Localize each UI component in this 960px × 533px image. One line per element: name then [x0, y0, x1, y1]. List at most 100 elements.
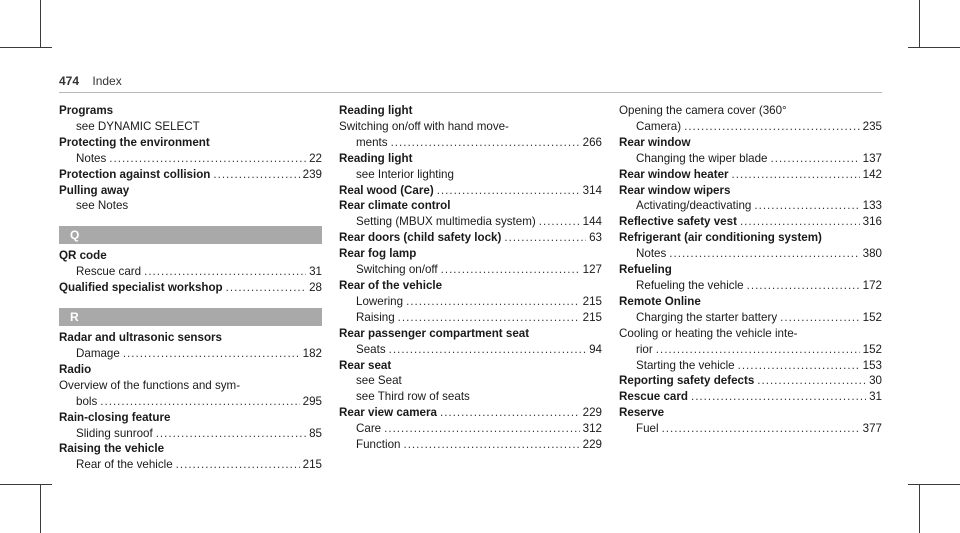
entry-text: Lowering — [356, 294, 404, 308]
page-ref[interactable]: 152 — [862, 342, 882, 356]
page-ref[interactable]: 316 — [862, 215, 882, 229]
entry-text: Reporting safety defects — [619, 374, 755, 388]
entry-text: Sliding sunroof — [76, 426, 153, 440]
index-entry: Programs see DYNAMIC SELECT — [59, 103, 322, 135]
index-heading: Rear passenger compartment seat — [339, 326, 602, 342]
page-ref[interactable]: 28 — [309, 281, 322, 295]
page-ref[interactable]: 314 — [582, 183, 602, 197]
page-ref[interactable]: 380 — [862, 247, 882, 261]
crop-mark — [919, 0, 920, 48]
index-subentry[interactable]: Setting (MBUX multimedia system) 144 — [339, 214, 602, 230]
page-ref[interactable]: 312 — [582, 422, 602, 436]
index-entry: Reading light see Interior lighting — [339, 151, 602, 183]
entry-text: Rear doors (child safety lock) — [339, 231, 502, 245]
page-ref[interactable]: 142 — [862, 167, 882, 181]
entry-text: Damage — [76, 346, 120, 360]
index-subentry[interactable]: Starting the vehicle 153 — [619, 358, 882, 374]
index-subentry[interactable]: Camera) 235 — [619, 119, 882, 135]
entry-text: Notes — [76, 151, 107, 165]
page-ref[interactable]: 295 — [302, 394, 322, 408]
dot-leader — [757, 373, 866, 389]
page-ref[interactable]: 127 — [582, 263, 602, 277]
index-subentry[interactable]: bols 295 — [59, 394, 322, 410]
index-subentry[interactable]: Care 312 — [339, 421, 602, 437]
index-heading[interactable]: Rescue card 31 — [619, 389, 882, 405]
index-subentry[interactable]: Activating/deactivating 133 — [619, 198, 882, 214]
index-subentry[interactable]: Sliding sunroof 85 — [59, 426, 322, 442]
page-ref[interactable]: 215 — [582, 310, 602, 324]
index-subentry[interactable]: rior 152 — [619, 342, 882, 358]
index-entry: Rear view camera 229 Care 312 Function 229 — [339, 405, 602, 453]
dot-leader — [441, 262, 580, 278]
index-entry: Reporting safety defects 30 — [619, 373, 882, 389]
page-ref[interactable]: 215 — [302, 458, 322, 472]
index-subentry[interactable]: Rescue card 31 — [59, 264, 322, 280]
entry-text: Real wood (Care) — [339, 183, 434, 197]
page-ref[interactable]: 144 — [582, 215, 602, 229]
entry-text: Refrigerant (air conditioning system) — [619, 231, 822, 245]
index-heading[interactable]: Real wood (Care) 314 — [339, 183, 602, 199]
index-subentry[interactable]: Fuel 377 — [619, 421, 882, 437]
index-entry: Rear window wipers Activating/deactivatin… — [619, 183, 882, 215]
index-heading: Rear seat — [339, 358, 602, 374]
page-ref[interactable]: 377 — [862, 422, 882, 436]
entry-text: Rear of the vehicle — [76, 458, 173, 472]
dot-leader — [109, 151, 306, 167]
index-heading[interactable]: Protection against collision 239 — [59, 167, 322, 183]
index-subentry[interactable]: Notes 22 — [59, 151, 322, 167]
index-subentry[interactable]: Seats 94 — [339, 342, 602, 358]
entry-text: Qualified specialist workshop — [59, 281, 223, 295]
page-ref[interactable]: 63 — [589, 231, 602, 245]
page-ref[interactable]: 215 — [582, 294, 602, 308]
entry-text: Rescue card — [76, 265, 142, 279]
page-ref[interactable]: 85 — [309, 426, 322, 440]
page-ref[interactable]: 153 — [862, 358, 882, 372]
dot-leader — [123, 346, 300, 362]
dot-leader — [389, 342, 586, 358]
page-ref[interactable]: 239 — [302, 167, 322, 181]
page-ref[interactable]: 229 — [582, 438, 602, 452]
page-ref[interactable]: 266 — [582, 135, 602, 149]
page-ref[interactable]: 30 — [869, 374, 882, 388]
page-ref[interactable]: 94 — [589, 342, 602, 356]
page-ref[interactable]: 133 — [862, 199, 882, 213]
page-ref[interactable]: 172 — [862, 278, 882, 292]
index-subentry: see DYNAMIC SELECT — [59, 119, 322, 135]
entry-text: Rear seat — [339, 358, 392, 372]
index-subentry[interactable]: Rear of the vehicle 215 — [59, 457, 322, 473]
index-heading: Rear of the vehicle — [339, 278, 602, 294]
page-ref[interactable]: 182 — [302, 346, 322, 360]
index-subentry[interactable]: Raising 215 — [339, 310, 602, 326]
index-subentry[interactable]: Function 229 — [339, 437, 602, 453]
page-ref[interactable]: 137 — [862, 151, 882, 165]
index-subentry[interactable]: ments 266 — [339, 135, 602, 151]
index-subentry[interactable]: Switching on/off 127 — [339, 262, 602, 278]
index-entry: Refrigerant (air conditioning system) Not… — [619, 230, 882, 262]
page-ref[interactable]: 31 — [869, 390, 882, 404]
page-ref[interactable]: 229 — [582, 406, 602, 420]
index-heading[interactable]: Rear doors (child safety lock) 63 — [339, 230, 602, 246]
page-ref[interactable]: 31 — [309, 265, 322, 279]
entry-text: Reflective safety vest — [619, 215, 737, 229]
index-subentry[interactable]: Notes 380 — [619, 246, 882, 262]
index-heading[interactable]: Rear window heater 142 — [619, 167, 882, 183]
index-subentry[interactable]: Lowering 215 — [339, 294, 602, 310]
index-subentry[interactable]: Charging the starter battery 152 — [619, 310, 882, 326]
page-ref[interactable]: 235 — [862, 119, 882, 133]
index-heading[interactable]: Qualified specialist workshop 28 — [59, 280, 322, 296]
page-ref[interactable]: 152 — [862, 310, 882, 324]
entry-text: Protecting the environment — [59, 135, 210, 149]
entry-text: see Third row of seats — [356, 390, 470, 404]
index-subentry[interactable]: Refueling the vehicle 172 — [619, 278, 882, 294]
index-heading[interactable]: Reporting safety defects 30 — [619, 373, 882, 389]
entry-text: Changing the wiper blade — [636, 151, 768, 165]
index-subentry[interactable]: Changing the wiper blade 137 — [619, 151, 882, 167]
index-heading[interactable]: Reflective safety vest 316 — [619, 214, 882, 230]
index-heading[interactable]: Rear view camera 229 — [339, 405, 602, 421]
dot-leader — [780, 310, 860, 326]
page-ref[interactable]: 22 — [309, 151, 322, 165]
index-heading: Rear window wipers — [619, 183, 882, 199]
entry-text: Fuel — [636, 422, 659, 436]
index-subentry[interactable]: Damage 182 — [59, 346, 322, 362]
